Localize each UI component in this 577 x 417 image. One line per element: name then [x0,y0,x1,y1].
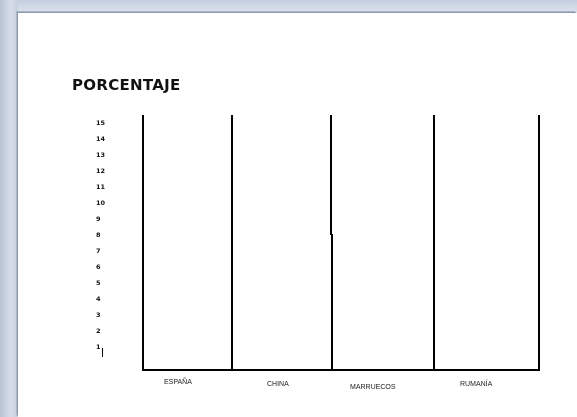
chart-divider-line [331,234,333,370]
window-frame-left [0,0,18,417]
y-tick-label: 1 [96,343,101,351]
x-tick-label-rumania: RUMANÍA [460,381,493,388]
y-tick-label: 8 [96,231,101,239]
x-axis-line [142,369,540,371]
x-tick-label-espana: ESPAÑA [164,379,192,386]
x-tick-label-marruecos: MARRUECOS [350,384,396,391]
y-tick-label: 13 [96,151,106,159]
y-tick-label: 6 [96,263,101,271]
y-tick-label: 4 [96,295,101,303]
chart-divider-line [142,115,144,370]
chart-divider-line [330,115,332,235]
y-tick-label: 15 [96,119,106,127]
y-tick-label: 7 [96,247,101,255]
y-tick-label: 10 [96,199,106,207]
chart-divider-line [433,115,435,370]
text-cursor [102,348,103,357]
window-frame-top [0,0,577,13]
chart-divider-line [538,115,540,370]
y-tick-label: 3 [96,311,101,319]
y-tick-label: 12 [96,167,106,175]
y-tick-label: 11 [96,183,106,191]
y-tick-label: 14 [96,135,106,143]
y-tick-label: 5 [96,279,101,287]
page-title: PORCENTAJE [72,76,181,94]
chart-divider-line [231,115,233,370]
y-tick-label: 2 [96,327,101,335]
x-tick-label-china: CHINA [267,381,289,388]
document-page[interactable]: PORCENTAJE 15 14 13 12 11 10 9 8 7 6 5 4… [18,13,577,417]
y-tick-label: 9 [96,215,101,223]
